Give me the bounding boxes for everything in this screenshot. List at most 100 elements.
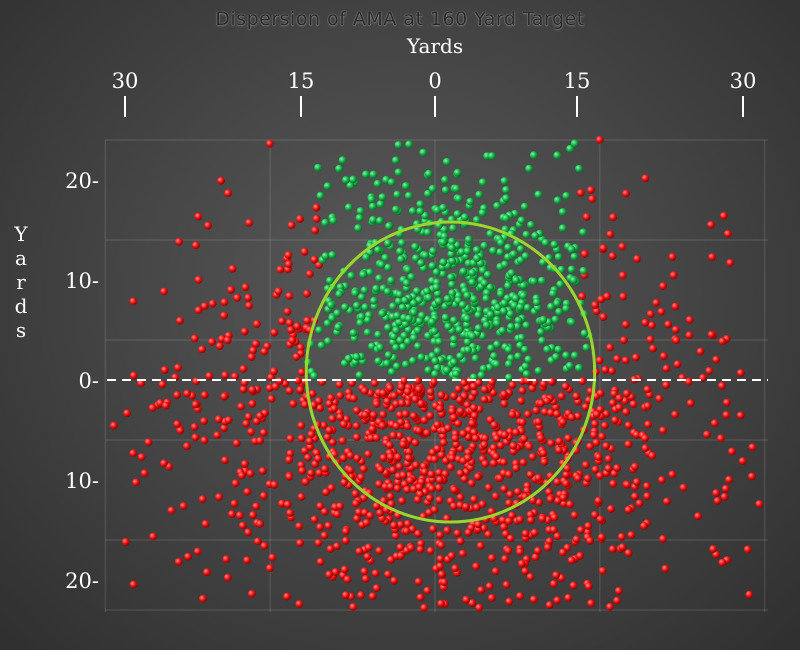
miss-point bbox=[283, 592, 291, 601]
miss-point bbox=[478, 500, 487, 509]
miss-point bbox=[333, 510, 342, 519]
miss-point bbox=[224, 189, 232, 198]
miss-point bbox=[584, 522, 593, 530]
miss-point bbox=[176, 426, 185, 435]
miss-point bbox=[623, 480, 631, 489]
miss-point bbox=[439, 438, 448, 447]
miss-point bbox=[668, 253, 677, 261]
hit-point bbox=[490, 352, 498, 360]
miss-point bbox=[314, 538, 323, 547]
miss-point bbox=[399, 471, 408, 480]
miss-point bbox=[611, 416, 619, 424]
hit-point bbox=[475, 190, 484, 199]
hit-point bbox=[368, 202, 377, 211]
miss-point bbox=[534, 546, 542, 555]
hit-point bbox=[492, 360, 501, 368]
miss-point bbox=[247, 427, 256, 436]
miss-point bbox=[301, 477, 310, 486]
miss-point bbox=[602, 442, 611, 450]
miss-point bbox=[492, 434, 501, 443]
miss-point bbox=[199, 594, 207, 603]
miss-point bbox=[239, 364, 248, 373]
hit-point bbox=[570, 252, 579, 261]
miss-point bbox=[588, 195, 596, 204]
miss-point bbox=[412, 461, 420, 469]
miss-point bbox=[724, 229, 732, 238]
miss-point bbox=[578, 292, 586, 301]
hit-point bbox=[387, 178, 396, 187]
miss-point bbox=[505, 470, 513, 479]
miss-point bbox=[563, 464, 572, 473]
miss-point bbox=[480, 440, 489, 449]
hit-point bbox=[354, 224, 362, 232]
miss-point bbox=[632, 478, 641, 486]
miss-point bbox=[508, 410, 517, 419]
miss-point bbox=[430, 505, 439, 514]
miss-point bbox=[527, 516, 535, 525]
miss-point bbox=[300, 446, 309, 455]
miss-point bbox=[297, 492, 306, 501]
miss-point bbox=[320, 421, 328, 430]
miss-point bbox=[576, 551, 584, 560]
miss-point bbox=[372, 433, 381, 442]
hit-point bbox=[514, 352, 522, 361]
miss-point bbox=[648, 321, 656, 330]
hit-point bbox=[567, 245, 576, 254]
miss-point bbox=[685, 331, 694, 340]
miss-point bbox=[506, 490, 515, 499]
hit-point bbox=[349, 175, 357, 184]
miss-point bbox=[535, 498, 543, 507]
hit-point bbox=[393, 362, 401, 371]
miss-point bbox=[249, 346, 257, 355]
hit-point bbox=[416, 207, 425, 216]
miss-point bbox=[288, 336, 297, 345]
miss-point bbox=[303, 289, 311, 298]
miss-point bbox=[520, 434, 528, 443]
miss-point bbox=[258, 467, 267, 475]
miss-point bbox=[295, 600, 304, 608]
hit-point bbox=[397, 255, 405, 264]
hit-point bbox=[369, 215, 377, 224]
miss-point bbox=[562, 470, 571, 479]
miss-point bbox=[343, 575, 352, 584]
miss-point bbox=[416, 593, 425, 602]
hit-point bbox=[504, 360, 513, 368]
miss-point bbox=[247, 353, 256, 361]
miss-point bbox=[248, 399, 257, 408]
y-tick-label: 10- bbox=[65, 469, 99, 493]
hit-point bbox=[562, 351, 570, 360]
miss-point bbox=[303, 316, 312, 325]
hit-point bbox=[527, 221, 535, 229]
miss-point bbox=[614, 587, 623, 595]
miss-point bbox=[217, 176, 225, 185]
hit-point bbox=[485, 363, 494, 372]
miss-point bbox=[472, 562, 480, 571]
miss-point bbox=[590, 431, 598, 439]
hit-point bbox=[433, 206, 441, 215]
miss-point bbox=[306, 442, 315, 451]
miss-point bbox=[606, 230, 615, 239]
miss-point bbox=[596, 471, 604, 480]
miss-point bbox=[292, 352, 301, 361]
hit-point bbox=[376, 343, 385, 352]
miss-point bbox=[423, 429, 431, 437]
hit-point bbox=[369, 170, 378, 179]
hit-point bbox=[468, 332, 477, 340]
miss-point bbox=[555, 446, 563, 454]
miss-point bbox=[512, 464, 521, 472]
miss-point bbox=[110, 421, 118, 430]
miss-point bbox=[316, 502, 325, 510]
miss-point bbox=[293, 322, 302, 331]
x-tick-label: 30 bbox=[730, 69, 757, 93]
hit-point bbox=[398, 303, 407, 312]
hit-point bbox=[432, 268, 441, 277]
y-axis-label: Y a r d s bbox=[14, 222, 28, 342]
miss-point bbox=[606, 602, 614, 611]
miss-point bbox=[534, 474, 543, 482]
miss-point bbox=[549, 525, 558, 534]
miss-point bbox=[245, 218, 254, 227]
miss-point bbox=[414, 385, 423, 394]
miss-point bbox=[397, 383, 406, 391]
miss-point bbox=[543, 543, 552, 552]
miss-point bbox=[361, 574, 370, 583]
